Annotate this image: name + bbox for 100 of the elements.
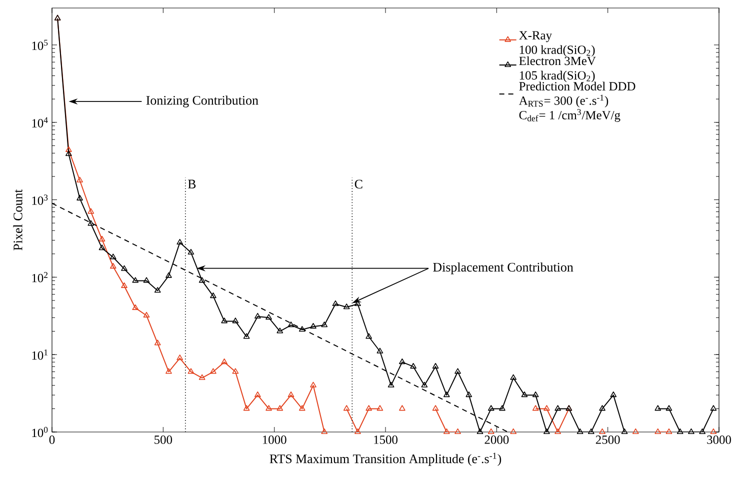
point [66,150,72,156]
x-tick-label: 1000 [262,436,286,444]
point [310,382,316,388]
point [232,368,239,374]
point [654,405,662,411]
x-tick-label: 1500 [374,436,398,444]
point [98,244,106,250]
point [488,405,494,411]
annotation: Ionizing Contribution [146,96,258,108]
point [554,405,561,411]
point [532,405,539,411]
point [332,300,339,306]
y-tick-label: 10$^{1}$ [32,349,48,360]
point [588,428,594,434]
legend-label: Electron 3MeV 105 krad(SiO$_{2}$) [519,56,596,82]
point [321,322,328,328]
point [243,405,250,411]
point [599,428,606,434]
point [466,391,472,398]
point [454,428,461,434]
point [399,405,406,411]
point [476,428,484,434]
point [110,254,116,260]
point [98,236,106,242]
point [366,405,372,411]
ref-line-label: C [354,180,362,188]
point [376,348,384,354]
point [321,428,328,434]
point [399,358,406,364]
point [210,368,216,374]
point [110,262,116,269]
text: Prediction Model DDD A$_{RTS}$= 300 (e$^{-}$.s$^{-1}$) C$_{def}$= 1 /cm$^{3}$/MeV/g [518,82,636,122]
point [521,391,528,398]
point [298,405,306,411]
point [510,374,517,380]
point [710,405,717,411]
point [276,328,284,334]
point [310,322,316,329]
y-tick-label: 10$^{3}$ [32,194,48,205]
point [154,287,161,293]
point [266,314,272,320]
point [554,428,561,434]
point [499,405,506,411]
point [421,382,428,388]
x-tick-label: 3000 [707,436,731,444]
point [343,304,350,310]
point [710,428,717,434]
point [454,368,461,374]
y-tick-label: 10$^{5}$ [32,40,48,50]
y-tick-label: 10$^{4}$ [32,117,48,128]
annotation: Displacement Contribution [433,262,574,274]
x-tick-label: 2000 [484,436,509,444]
point [388,382,394,388]
point [443,428,450,434]
point [544,405,550,411]
point [610,391,617,398]
point [366,333,372,339]
point [143,277,150,283]
point [76,176,83,182]
point [154,340,161,346]
point [198,374,206,380]
x-tick-label: 2500 [596,436,620,444]
point [176,354,184,360]
point [298,326,306,332]
point [666,428,672,434]
point [343,405,350,411]
point [621,428,628,434]
point [532,391,539,398]
point [443,391,450,398]
point [66,146,72,152]
point [688,428,694,434]
point [266,405,272,411]
point [254,312,261,319]
y-tick-label: 10$^{2}$ [32,272,48,282]
point [188,248,194,255]
x-axis-title: RTS Maximum Transition Amplitude (e$^{-}$.s$^{-1}$) [270,452,502,466]
point [176,238,184,245]
point [232,318,239,324]
point [143,312,150,318]
point [432,405,439,411]
point [632,428,639,434]
point [576,428,584,434]
point [699,428,706,434]
x-tick-label: 500 [154,436,172,444]
point [288,322,294,328]
point [276,405,284,411]
point [510,428,517,434]
point [88,220,94,226]
x-tick-label: 0 [49,436,55,444]
y-tick-label: 10$^{0}$ [32,426,48,438]
point [221,358,228,364]
point [166,368,172,374]
point [254,391,261,398]
point [654,428,662,434]
point [488,428,494,434]
point [198,277,206,283]
point [210,292,216,298]
point [432,362,439,369]
point [121,282,128,288]
point [132,277,139,283]
